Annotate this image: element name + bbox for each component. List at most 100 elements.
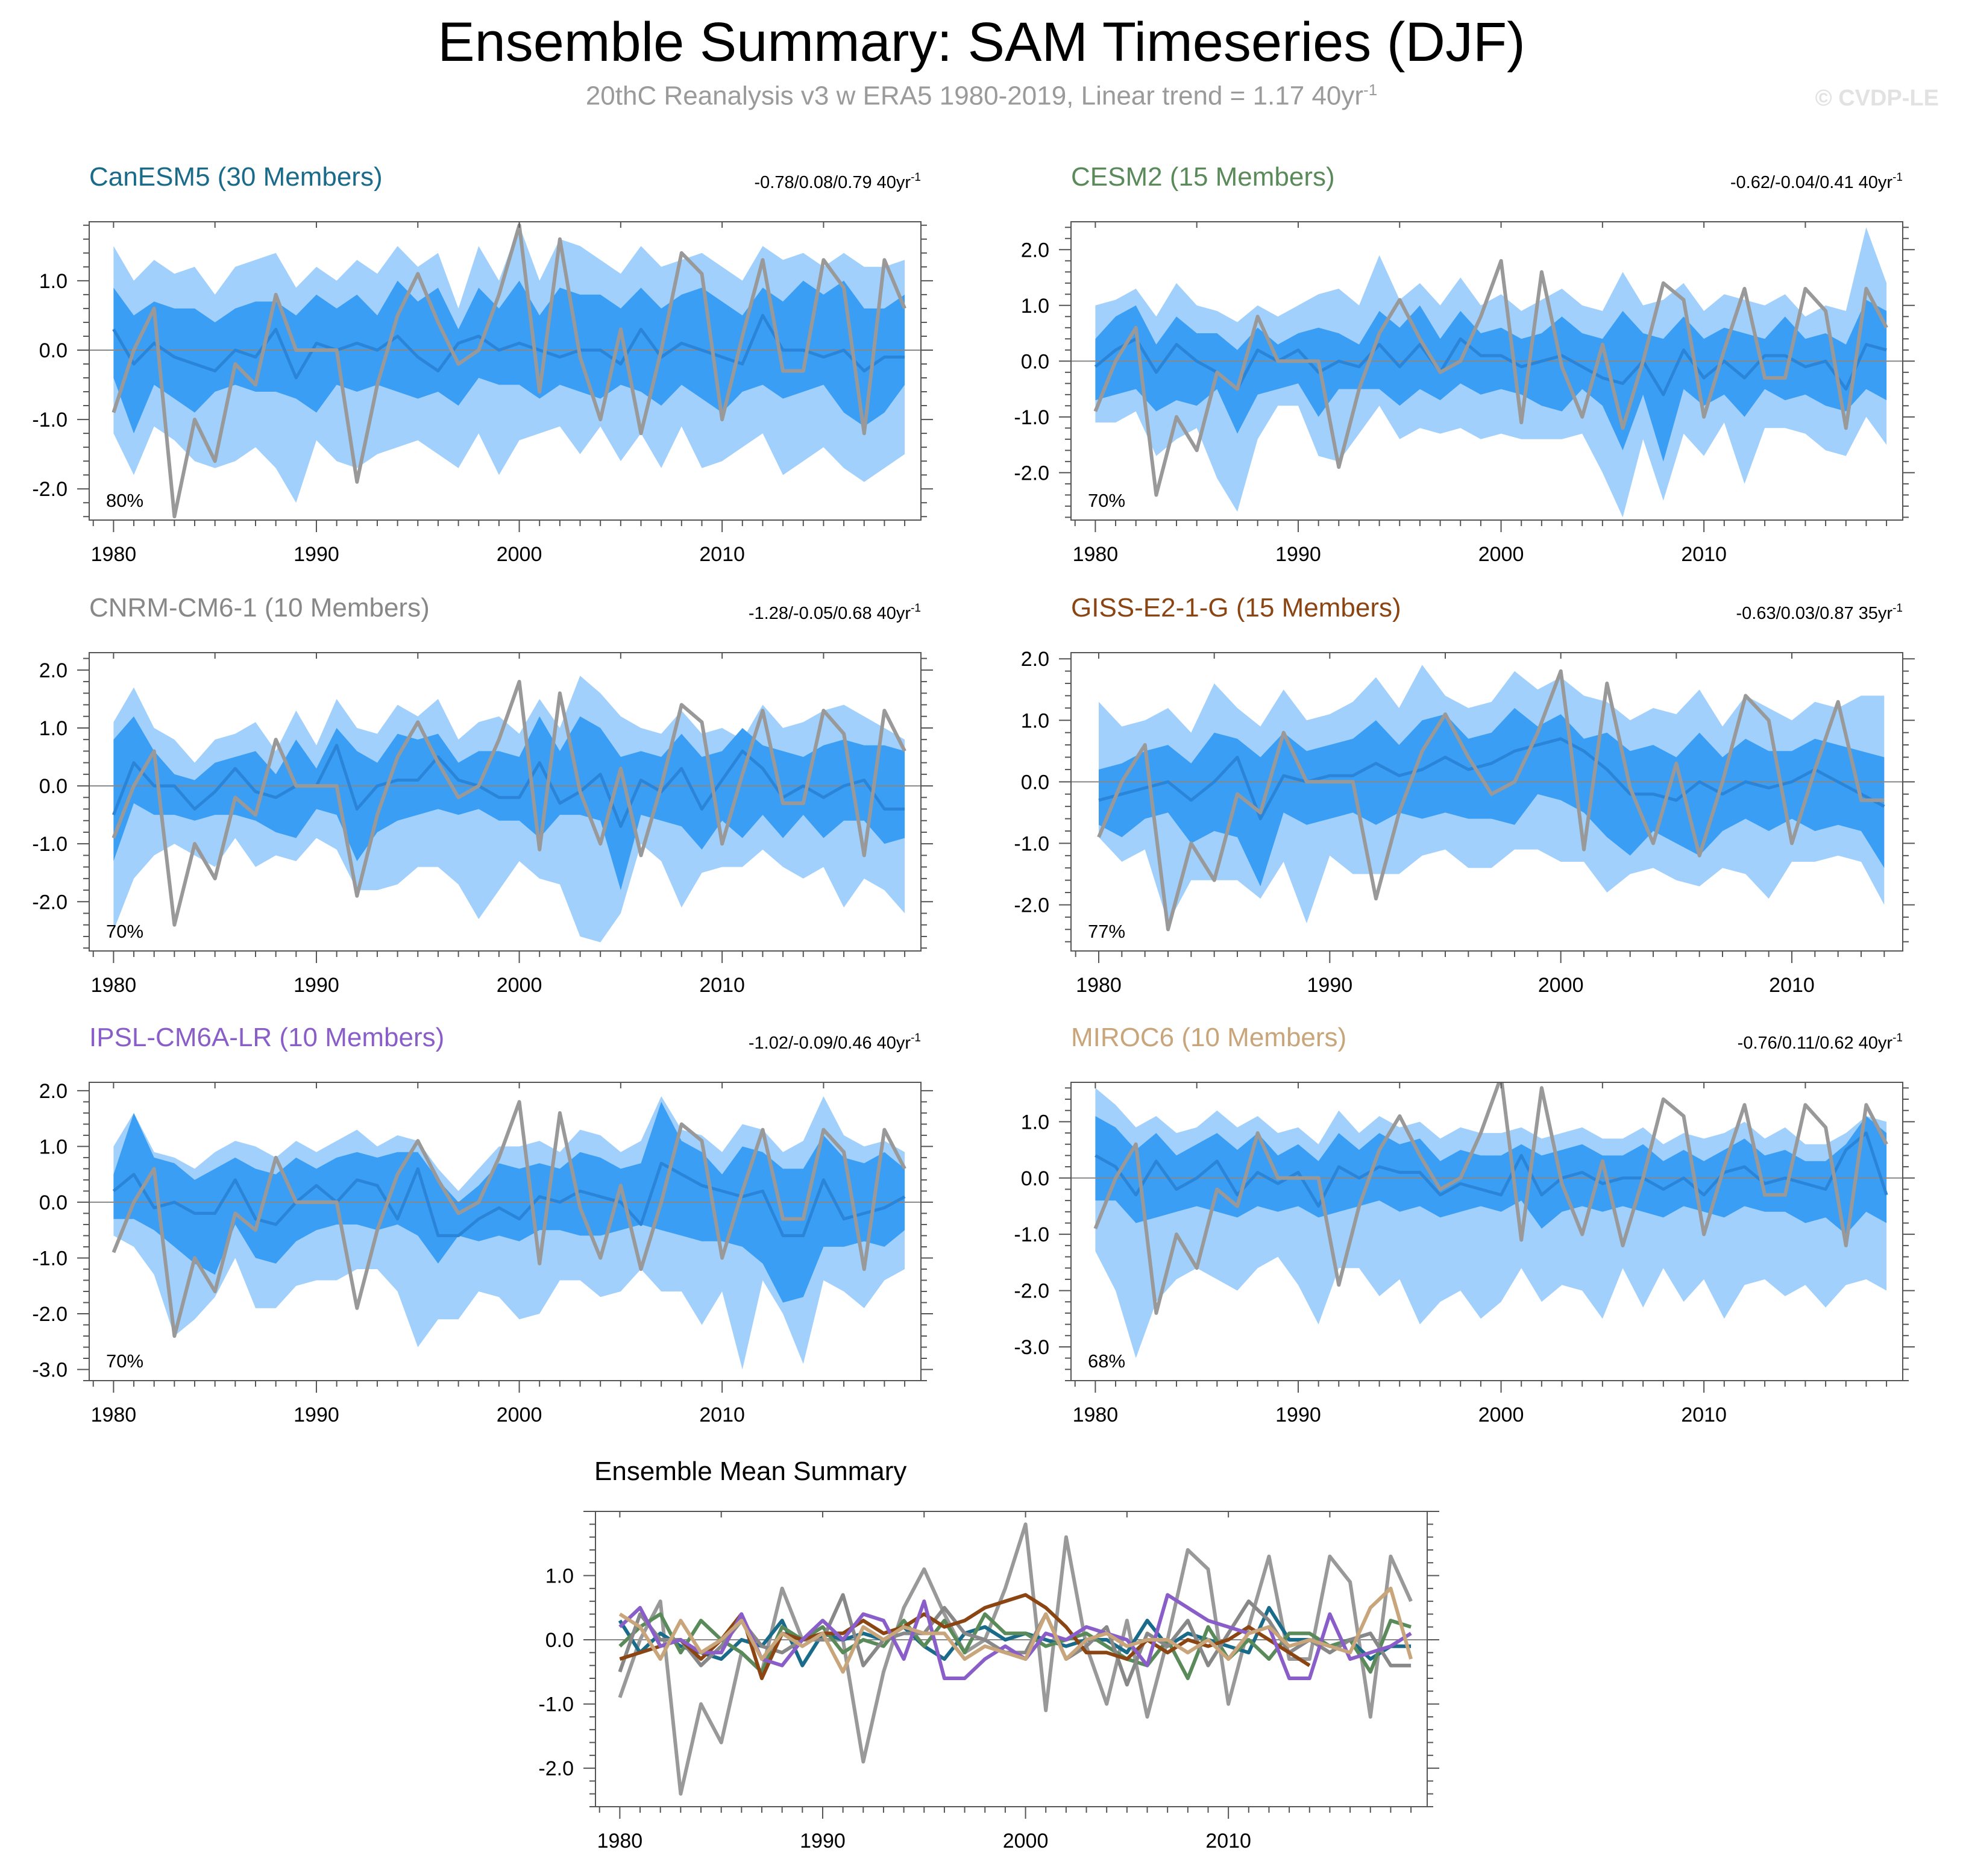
y-tick-label: -2.0 — [1014, 1280, 1049, 1303]
observations-line — [111, 223, 906, 519]
panel-ipsl-cm6a-lr: 1980 1990 2000 2010 -3.0 -2.0 -1.0 0.0 1.0 2.0 IPS… — [32, 1023, 933, 1426]
plot-area — [1071, 1082, 1903, 1358]
trend-stats-text: -0.78/0.08/0.79 40yr — [755, 173, 911, 192]
panel-canesm5: 1980 1990 2000 2010 -2.0 -1.0 0.0 1.0 CanESM5 (3… — [32, 162, 933, 566]
y-tick-label: -1.0 — [1014, 1223, 1049, 1246]
panel-ensemble-mean-summary: ObservationsCanESM5CESM2CNRM-CM6-1GISS-E… — [538, 1457, 1439, 1852]
trend-stats-text: -1.02/-0.09/0.46 40yr — [749, 1034, 911, 1053]
trend-stats-text: -0.62/-0.04/0.41 40yr — [1730, 173, 1893, 192]
observations-line — [1093, 1082, 1888, 1315]
x-tick-label: 2010 — [699, 543, 745, 566]
panel-title: CESM2 (15 Members) — [1071, 162, 1335, 192]
panel-trend-stats: -1.28/-0.05/0.68 40yr-1 — [749, 602, 921, 623]
panel-title: MIROC6 (10 Members) — [1071, 1023, 1346, 1052]
x-tick-label: 1980 — [1073, 543, 1119, 566]
y-tick-label: 1.0 — [1021, 1111, 1049, 1134]
plot-frame — [89, 652, 922, 952]
percent-within-label: 70% — [106, 921, 143, 942]
trend-stats-superscript: -1 — [1892, 1032, 1903, 1044]
y-tick-label: -2.0 — [1014, 894, 1049, 917]
plot-frame — [595, 1511, 1428, 1807]
y-tick-label: 0.0 — [39, 775, 68, 798]
plot-frame — [89, 1082, 922, 1381]
y-tick-label: -2.0 — [32, 478, 68, 501]
percent-within-label: 77% — [1088, 921, 1125, 942]
x-tick-label: 1980 — [1073, 1404, 1119, 1426]
trend-stats-superscript: -1 — [911, 1032, 921, 1044]
panel-miroc6: 1980 1990 2000 2010 -3.0 -2.0 -1.0 0.0 1.0 MIROC6… — [1014, 1023, 1915, 1426]
x-tick-label: 1990 — [1275, 1404, 1321, 1426]
y-tick-label: -2.0 — [538, 1757, 574, 1780]
x-tick-label: 1990 — [1275, 543, 1321, 566]
x-tick-label: 2000 — [497, 974, 542, 997]
y-tick-label: 0.0 — [1021, 771, 1049, 794]
percent-within-label: 70% — [1088, 490, 1125, 511]
plot-area — [89, 223, 921, 519]
x-tick-label: 2010 — [1769, 974, 1815, 997]
y-tick-label: 0.0 — [39, 1191, 68, 1214]
y-tick-label: -1.0 — [32, 833, 68, 856]
x-tick-label: 2010 — [1681, 1404, 1727, 1426]
plot-frame — [1070, 652, 1903, 952]
y-tick-label: 0.0 — [1021, 350, 1049, 373]
y-tick-label: -2.0 — [1014, 462, 1049, 485]
trend-stats-superscript: -1 — [911, 171, 921, 184]
y-tick-label: 2.0 — [39, 1080, 68, 1103]
y-tick-label: -1.0 — [1014, 406, 1049, 429]
y-tick-label: 1.0 — [545, 1565, 574, 1588]
panel-title: IPSL-CM6A-LR (10 Members) — [89, 1023, 444, 1052]
y-tick-label: 1.0 — [1021, 295, 1049, 318]
plot-frame — [89, 221, 922, 521]
trend-stats-text: -0.76/0.11/0.62 40yr — [1738, 1034, 1893, 1053]
page-subtitle: 20thC Reanalysis v3 w ERA5 1980-2019, Li… — [0, 81, 1963, 111]
y-tick-label: 2.0 — [39, 659, 68, 682]
x-tick-label: 1980 — [91, 543, 137, 566]
ensemble-mean-line — [1098, 737, 1885, 821]
x-tick-label: 1990 — [294, 1404, 339, 1426]
x-tick-label: 2010 — [699, 1404, 745, 1426]
panel-trend-stats: -0.62/-0.04/0.41 40yr-1 — [1730, 171, 1903, 192]
plot-area — [1071, 227, 1903, 518]
plot-area — [1071, 665, 1903, 932]
plot-area — [89, 1096, 921, 1370]
y-tick-label: 1.0 — [39, 717, 68, 740]
trend-stats-superscript: -1 — [1892, 171, 1903, 184]
ensemble-mean-line — [1095, 1131, 1888, 1208]
ensemble-mean-line — [112, 744, 905, 828]
percent-within-label: 68% — [1088, 1351, 1125, 1372]
x-tick-label: 1980 — [597, 1830, 643, 1852]
y-tick-label: -1.0 — [32, 1247, 68, 1270]
subtitle-text: 20thC Reanalysis v3 w ERA5 1980-2019, Li… — [585, 81, 1364, 111]
panel-cnrm-cm6-1: 1980 1990 2000 2010 -2.0 -1.0 0.0 1.0 2.0 CNRM-CM… — [32, 593, 933, 997]
panel-trend-stats: -0.76/0.11/0.62 40yr-1 — [1738, 1032, 1903, 1053]
panel-trend-stats: -0.78/0.08/0.79 40yr-1 — [755, 171, 921, 192]
y-tick-label: 0.0 — [39, 339, 68, 362]
percent-within-label: 80% — [106, 490, 143, 511]
x-tick-label: 2010 — [1681, 543, 1727, 566]
y-tick-label: 1.0 — [39, 1135, 68, 1158]
panel-trend-stats: -1.02/-0.09/0.46 40yr-1 — [749, 1032, 921, 1053]
observations-line — [111, 680, 906, 927]
plot-area: ObservationsCanESM5CESM2CNRM-CM6-1GISS-E… — [595, 1522, 1427, 1796]
series-line-observations: Observations — [618, 1522, 1413, 1796]
y-tick-label: -3.0 — [1014, 1336, 1049, 1359]
outer-percentile-band — [1095, 1088, 1887, 1358]
x-tick-label: 2010 — [699, 974, 745, 997]
cvdp-watermark: © CVDP-LE — [1815, 86, 1939, 111]
inner-percentile-band — [1099, 707, 1885, 886]
ensemble-mean-line — [112, 313, 905, 380]
plot-area — [89, 676, 921, 943]
y-tick-label: -1.0 — [1014, 832, 1049, 855]
series-line-giss-e2-1-g: GISS-E2-1-G — [619, 1593, 1311, 1680]
x-tick-label: 1990 — [800, 1830, 846, 1852]
x-tick-label: 1980 — [91, 1404, 137, 1426]
y-tick-label: -2.0 — [32, 891, 68, 914]
x-tick-label: 1990 — [1307, 974, 1353, 997]
trend-stats-superscript: -1 — [911, 602, 921, 615]
y-tick-label: -1.0 — [538, 1693, 574, 1716]
x-tick-label: 1990 — [294, 974, 339, 997]
y-tick-label: -1.0 — [32, 409, 68, 431]
panel-giss-e2-1-g: 1980 1990 2000 2010 -2.0 -1.0 0.0 1.0 2.0 GISS-E2… — [1014, 593, 1915, 997]
x-tick-label: 1990 — [294, 543, 339, 566]
x-tick-label: 2000 — [497, 1404, 542, 1426]
